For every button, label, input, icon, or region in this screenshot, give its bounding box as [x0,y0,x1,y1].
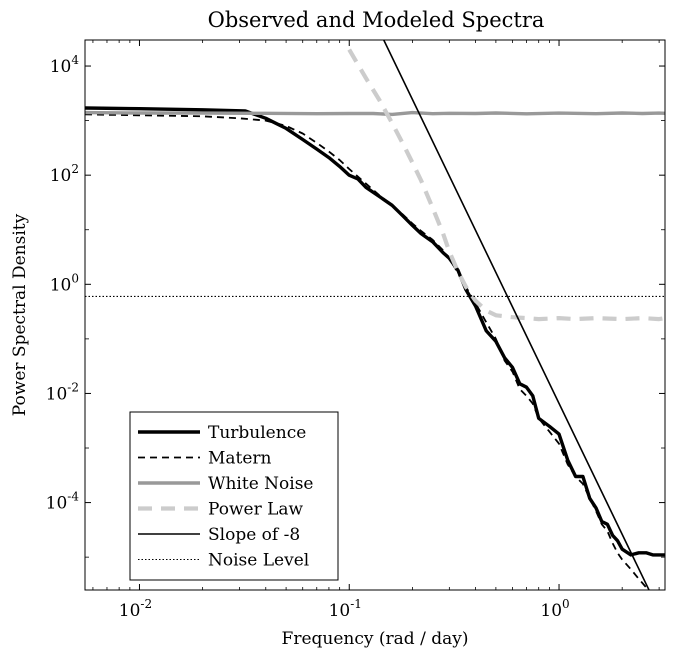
legend-label-turbulence: Turbulence [208,423,306,443]
x-tick-label: 100 [540,597,569,621]
legend-label-noise-level: Noise Level [208,551,309,571]
legend-label-power-law: Power Law [208,500,304,520]
y-axis-label: Power Spectral Density [10,213,30,416]
series-line-white-noise [85,110,665,117]
legend-label-matern: Matern [208,449,272,469]
y-tick-label: 102 [50,162,79,186]
series-line-matern [85,113,650,590]
y-tick-label: 100 [50,271,79,295]
y-tick-label: 10-2 [46,380,79,404]
y-tick-label: 10-4 [46,490,80,514]
x-tick-label: 10-1 [329,597,362,621]
x-axis-label: Frequency (rad / day) [282,629,469,649]
legend: Turbulence Matern White Noise Power Law Slop… [129,411,339,581]
series-line-slope-of-8 [382,40,650,590]
chart-title: Observed and Modeled Spectra [208,8,545,32]
x-tick-label: 10-2 [119,597,152,621]
tick-layer: 10-2 10-1 100 10-4 10-2 100 102 104 [46,40,665,621]
series-line-turbulence [85,106,665,557]
legend-box [129,411,339,581]
legend-label-slope-of-8: Slope of -8 [208,525,300,545]
y-tick-label: 104 [50,53,80,77]
plot-frame [84,39,666,591]
series-line-power-law [347,48,665,322]
series-layer [85,40,665,590]
legend-label-white-noise: White Noise [208,474,314,494]
